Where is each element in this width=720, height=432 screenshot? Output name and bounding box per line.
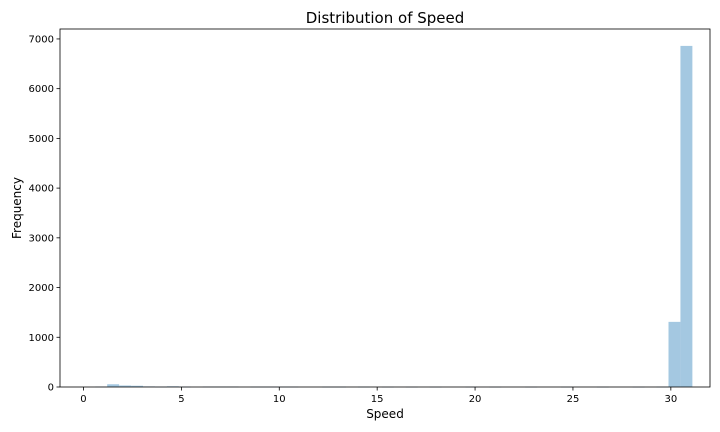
- y-axis-title: Frequency: [10, 177, 24, 239]
- y-tick-label: 4000: [29, 184, 54, 195]
- histogram-bar: [107, 384, 120, 387]
- histogram-bar: [680, 45, 693, 388]
- histogram-bar: [668, 321, 681, 387]
- x-tick-label: 15: [371, 394, 384, 405]
- x-tick-label: 25: [567, 394, 580, 405]
- y-tick-label: 3000: [29, 233, 54, 244]
- x-tick-label: 0: [80, 394, 86, 405]
- x-axis-title: Speed: [366, 407, 404, 421]
- y-tick-label: 2000: [29, 283, 54, 294]
- x-tick-label: 20: [469, 394, 482, 405]
- y-tick-label: 5000: [29, 134, 54, 145]
- histogram-bar: [131, 385, 144, 387]
- y-tick-label: 6000: [29, 84, 54, 95]
- bars-group: [95, 45, 693, 388]
- x-tick-label: 10: [273, 394, 286, 405]
- chart-title: Distribution of Speed: [306, 9, 465, 27]
- y-tick-label: 7000: [29, 34, 54, 45]
- y-tick-label: 1000: [29, 333, 54, 344]
- histogram-bar: [119, 385, 132, 387]
- x-axis: 0 5 10 15 20 25 30: [80, 387, 677, 405]
- plot-frame: [59, 28, 711, 388]
- y-axis: 0 1000 2000 3000 4000 5000 6000 7000: [29, 34, 60, 394]
- x-tick-label: 5: [178, 394, 184, 405]
- x-tick-label: 30: [664, 394, 677, 405]
- y-tick-label: 0: [48, 383, 54, 394]
